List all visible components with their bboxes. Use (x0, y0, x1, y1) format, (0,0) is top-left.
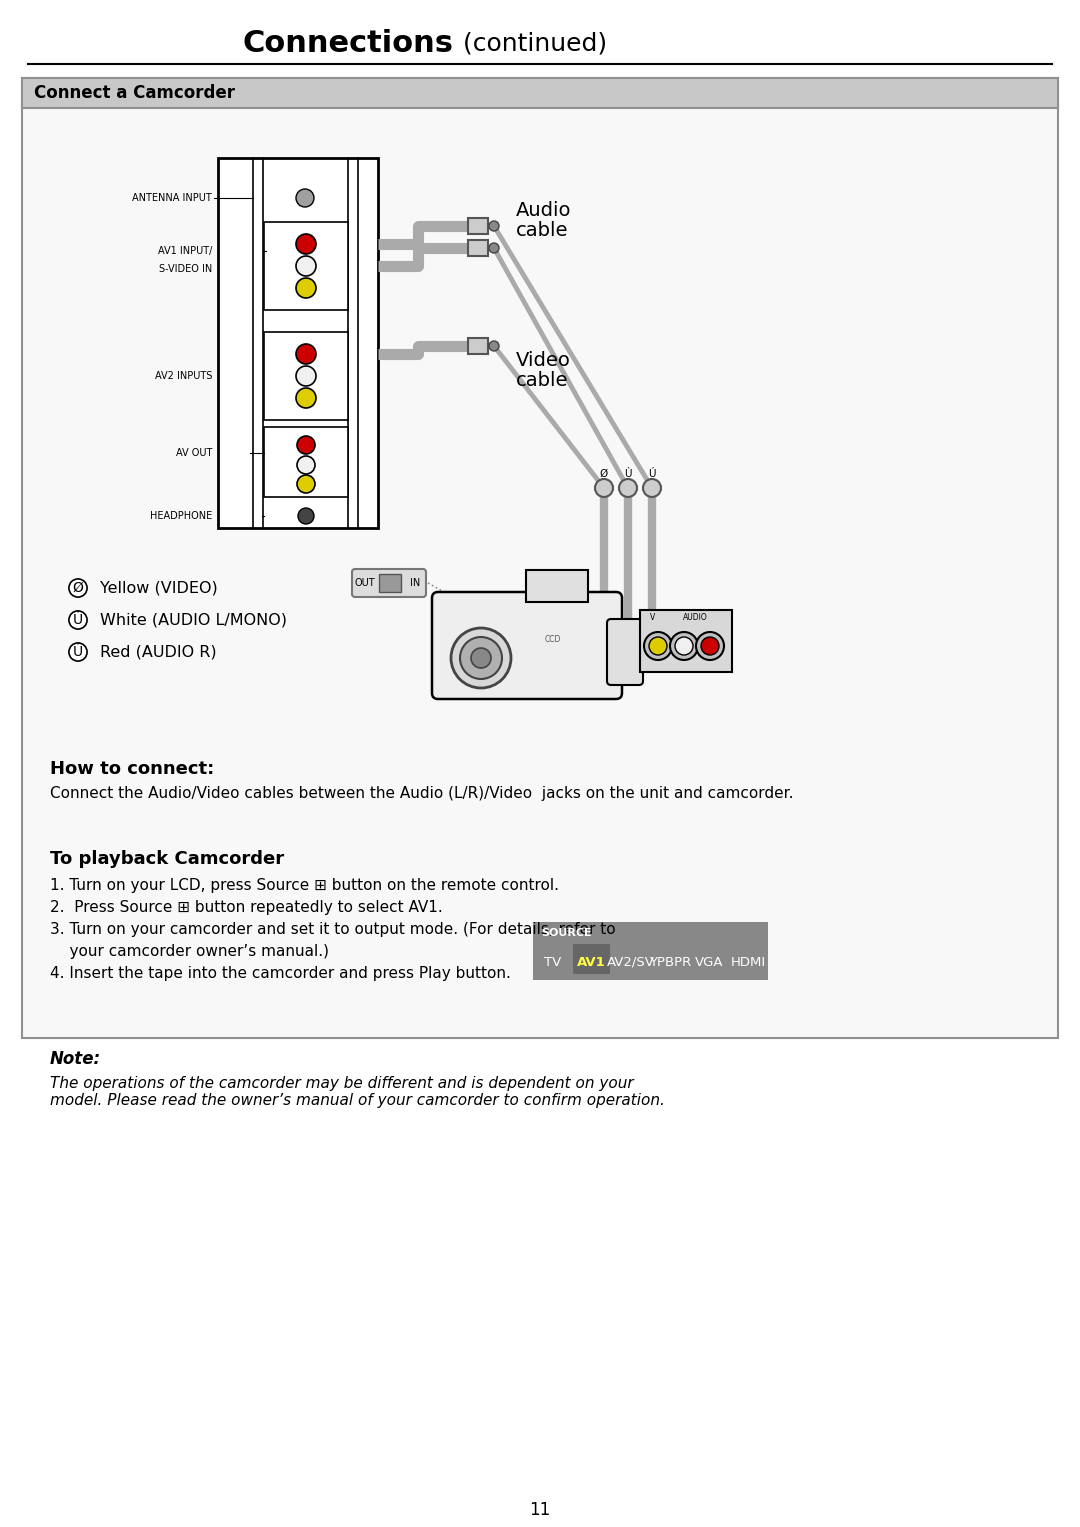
Text: (continued): (continued) (455, 32, 607, 56)
Text: White (AUDIO L/MONO): White (AUDIO L/MONO) (100, 612, 287, 628)
Circle shape (675, 637, 693, 655)
Text: Ú: Ú (73, 644, 83, 660)
Circle shape (451, 628, 511, 689)
Text: cable: cable (516, 371, 568, 391)
Text: Connect a Camcorder: Connect a Camcorder (33, 84, 235, 102)
Text: AV2 INPUTS: AV2 INPUTS (154, 371, 212, 382)
Bar (573, 944, 610, 974)
FancyBboxPatch shape (607, 618, 643, 686)
Text: To playback Camcorder: To playback Camcorder (50, 851, 284, 867)
Circle shape (595, 479, 613, 496)
Text: CCD: CCD (544, 635, 562, 644)
Circle shape (696, 632, 724, 660)
Bar (22, 78, 1058, 108)
Text: How to connect:: How to connect: (50, 760, 214, 777)
Circle shape (489, 243, 499, 253)
Text: S-VIDEO IN: S-VIDEO IN (159, 264, 212, 273)
Text: IN: IN (410, 579, 420, 588)
Circle shape (489, 341, 499, 351)
Text: ANTENNA INPUT: ANTENNA INPUT (132, 192, 212, 203)
Text: OUT: OUT (354, 579, 376, 588)
Bar (218, 157, 378, 528)
Circle shape (296, 278, 316, 298)
Circle shape (649, 637, 667, 655)
Bar (468, 240, 488, 257)
Text: 4. Insert the tape into the camcorder and press Play button.: 4. Insert the tape into the camcorder an… (50, 967, 511, 980)
Text: Yellow (VIDEO): Yellow (VIDEO) (100, 580, 218, 596)
Text: AV2/SV: AV2/SV (607, 956, 654, 968)
Text: 11: 11 (529, 1501, 551, 1519)
Text: Ù: Ù (624, 469, 632, 479)
Text: HDMI: HDMI (731, 956, 766, 968)
Bar (534, 922, 768, 980)
Circle shape (701, 637, 719, 655)
Text: Connections: Connections (242, 29, 453, 58)
Bar (22, 78, 1058, 1038)
Text: AUDIO: AUDIO (683, 614, 707, 623)
Text: The operations of the camcorder may be different and is dependent on your
model.: The operations of the camcorder may be d… (50, 1077, 665, 1109)
Circle shape (296, 257, 316, 276)
Text: YPBPR: YPBPR (649, 956, 691, 968)
Text: Ø: Ø (599, 469, 608, 479)
Circle shape (296, 344, 316, 363)
Circle shape (296, 388, 316, 408)
Circle shape (643, 479, 661, 496)
Circle shape (298, 508, 314, 524)
Circle shape (489, 221, 499, 231)
Circle shape (460, 637, 502, 680)
FancyBboxPatch shape (352, 570, 426, 597)
Circle shape (619, 479, 637, 496)
Text: Note:: Note: (50, 1051, 102, 1067)
Circle shape (471, 647, 491, 667)
Bar (468, 337, 488, 354)
Text: SOURCE: SOURCE (541, 928, 592, 938)
Bar (264, 428, 348, 496)
Text: AV1: AV1 (578, 956, 606, 968)
Text: Red (AUDIO R): Red (AUDIO R) (100, 644, 217, 660)
Text: Video: Video (516, 351, 571, 371)
Text: your camcorder owner’s manual.): your camcorder owner’s manual.) (50, 944, 329, 959)
FancyBboxPatch shape (432, 592, 622, 699)
Bar (468, 218, 488, 234)
Text: AV1 INPUT/: AV1 INPUT/ (158, 246, 212, 257)
Text: TV: TV (544, 956, 562, 968)
Text: AV OUT: AV OUT (176, 447, 212, 458)
Circle shape (644, 632, 672, 660)
Text: Ù: Ù (73, 612, 83, 628)
Circle shape (297, 457, 315, 473)
Text: 1. Turn on your LCD, press Source ⊞ button on the remote control.: 1. Turn on your LCD, press Source ⊞ butt… (50, 878, 559, 893)
Circle shape (296, 234, 316, 253)
Bar (264, 331, 348, 420)
Bar (640, 609, 732, 672)
Bar (264, 221, 348, 310)
Circle shape (297, 475, 315, 493)
Text: Connect the Audio/Video cables between the Audio (L/R)/Video  jacks on the unit : Connect the Audio/Video cables between t… (50, 786, 794, 802)
Text: cable: cable (516, 221, 568, 240)
Text: Ø: Ø (72, 580, 83, 596)
Text: V: V (650, 614, 656, 623)
Bar (526, 570, 588, 602)
Circle shape (296, 366, 316, 386)
Text: 2.  Press Source ⊞ button repeatedly to select AV1.: 2. Press Source ⊞ button repeatedly to s… (50, 899, 443, 915)
Circle shape (296, 189, 314, 208)
Text: Ú: Ú (648, 469, 656, 479)
Circle shape (670, 632, 698, 660)
Text: VGA: VGA (696, 956, 724, 968)
Bar (379, 574, 401, 592)
Circle shape (297, 437, 315, 454)
Text: Audio: Audio (516, 202, 571, 220)
Text: HEADPHONE: HEADPHONE (150, 512, 212, 521)
Text: 3. Turn on your camcorder and set it to output mode. (For details, refer to: 3. Turn on your camcorder and set it to … (50, 922, 616, 938)
